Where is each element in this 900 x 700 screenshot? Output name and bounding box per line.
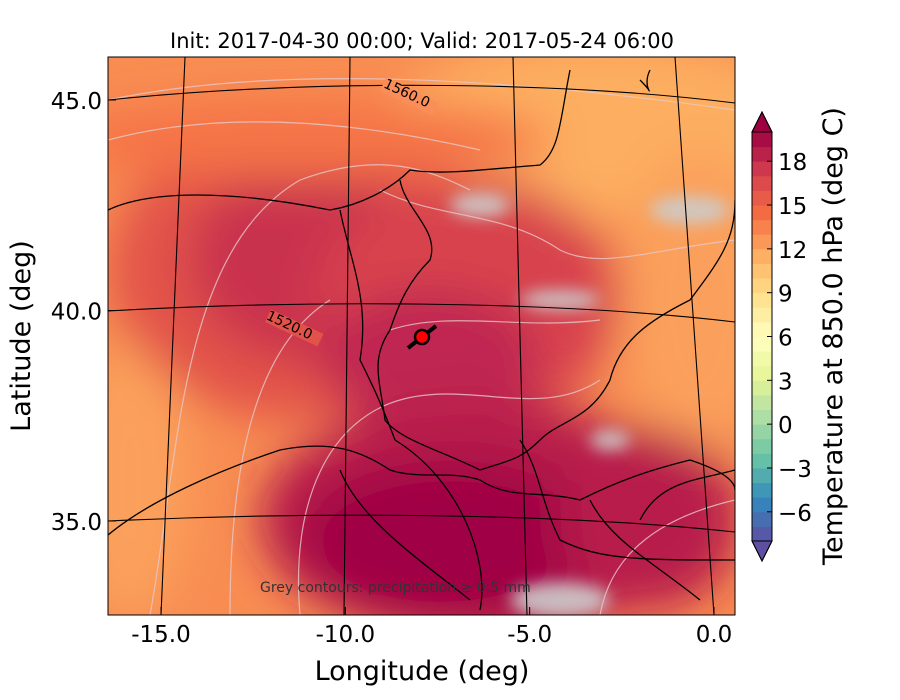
x-tick-label: -15.0 bbox=[131, 622, 191, 648]
colorbar-band bbox=[752, 526, 772, 542]
gridline-lat-35 bbox=[108, 514, 735, 533]
colorbar-band bbox=[752, 175, 772, 191]
colorbar-tick-label: 6 bbox=[778, 326, 793, 352]
chart-title: Init: 2017-04-30 00:00; Valid: 2017-05-2… bbox=[170, 29, 674, 53]
colorbar-band bbox=[752, 394, 772, 411]
x-tick-label: -5.0 bbox=[507, 622, 552, 648]
y-tick-label: 40.0 bbox=[51, 300, 102, 326]
colorbar-band bbox=[752, 190, 772, 206]
location-marker bbox=[406, 324, 438, 350]
coastlines-borders bbox=[108, 69, 735, 611]
x-axis: -15.0 -10.0 -5.0 0.0 bbox=[131, 607, 732, 648]
gridline-lon-10 bbox=[343, 57, 351, 615]
colorbar-tick-label: 15 bbox=[778, 194, 807, 220]
map-area: 1560.0 1520.0 Grey contours: precipitati… bbox=[108, 57, 735, 615]
gridline-lat-40 bbox=[108, 303, 735, 323]
colorbar-band bbox=[752, 248, 772, 264]
colorbar-band bbox=[752, 321, 772, 337]
colorbar-band bbox=[752, 511, 772, 527]
y-axis-label: Latitude (deg) bbox=[6, 240, 37, 432]
colorbar-tick-label: −3 bbox=[778, 457, 812, 483]
colorbar-band bbox=[752, 467, 772, 484]
colorbar-band bbox=[752, 482, 772, 498]
y-tick-label: 45.0 bbox=[51, 89, 102, 115]
colorbar-band bbox=[752, 263, 772, 279]
precipitation-annotation: Grey contours: precipitation ≥ 0.5 mm bbox=[260, 580, 531, 596]
colorbar-tick-label: 9 bbox=[778, 282, 793, 308]
geopotential-contours bbox=[108, 78, 735, 615]
colorbar-band bbox=[752, 205, 772, 221]
colorbar-tick-label: 12 bbox=[778, 238, 807, 264]
colorbar-tick-label: 18 bbox=[778, 150, 807, 176]
colorbar-band bbox=[752, 292, 772, 308]
colorbar-band bbox=[752, 380, 772, 396]
precipitation-areas bbox=[450, 193, 730, 615]
plot-frame bbox=[107, 56, 736, 616]
x-axis-label: Longitude (deg) bbox=[315, 656, 530, 687]
colorbar-label: Temperature at 850.0 hPa (deg C) bbox=[818, 107, 849, 566]
colorbar-tick-label: 3 bbox=[778, 369, 793, 395]
colorbar-band bbox=[752, 424, 772, 440]
colorbar-band bbox=[752, 278, 772, 294]
colorbar-band bbox=[752, 497, 772, 513]
gridline-lon-15 bbox=[160, 57, 186, 615]
colorbar-band bbox=[752, 132, 772, 148]
colorbar-band bbox=[752, 146, 772, 162]
colorbar: 18 15 12 9 6 3 0 −3 −6 bbox=[751, 110, 812, 563]
colorbar-band bbox=[752, 438, 772, 454]
temperature-field bbox=[108, 57, 735, 615]
colorbar-band bbox=[752, 336, 772, 352]
colorbar-outline bbox=[751, 110, 773, 563]
gridline-lon-0 bbox=[674, 57, 715, 615]
colorbar-band bbox=[752, 365, 772, 381]
gridline-lat-45 bbox=[108, 84, 735, 104]
colorbar-extend-min bbox=[751, 540, 773, 563]
colorbar-band bbox=[752, 351, 772, 367]
colorbar-tick-label: −6 bbox=[778, 501, 812, 527]
colorbar-band bbox=[752, 161, 772, 177]
colorbar-extend-max bbox=[751, 110, 773, 133]
colorbar-band bbox=[752, 453, 772, 469]
y-axis: 35.0 40.0 45.0 bbox=[51, 89, 116, 536]
gridline-lon-5 bbox=[512, 57, 528, 615]
y-tick-label: 35.0 bbox=[51, 510, 102, 536]
colorbar-tick-label: 0 bbox=[778, 413, 793, 439]
colorbar-band bbox=[752, 307, 772, 323]
x-tick-label: 0.0 bbox=[696, 622, 733, 648]
colorbar-band bbox=[752, 219, 772, 235]
colorbar-band bbox=[752, 234, 772, 250]
x-tick-label: -10.0 bbox=[316, 622, 376, 648]
graticule bbox=[108, 57, 735, 615]
colorbar-band bbox=[752, 409, 772, 425]
